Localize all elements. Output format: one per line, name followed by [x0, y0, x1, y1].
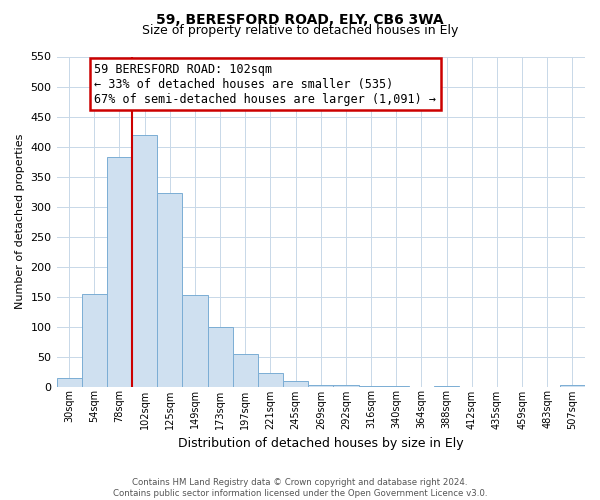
Bar [258, 374, 283, 386]
Text: 59, BERESFORD ROAD, ELY, CB6 3WA: 59, BERESFORD ROAD, ELY, CB6 3WA [156, 12, 444, 26]
Text: Contains HM Land Registry data © Crown copyright and database right 2024.
Contai: Contains HM Land Registry data © Crown c… [113, 478, 487, 498]
Text: Size of property relative to detached houses in Ely: Size of property relative to detached ho… [142, 24, 458, 37]
Bar [157, 192, 182, 386]
Bar [308, 384, 334, 386]
Y-axis label: Number of detached properties: Number of detached properties [15, 134, 25, 309]
X-axis label: Distribution of detached houses by size in Ely: Distribution of detached houses by size … [178, 437, 464, 450]
Bar [233, 354, 258, 386]
Bar [283, 380, 308, 386]
Bar [82, 294, 107, 386]
Bar [56, 378, 82, 386]
Bar [208, 326, 233, 386]
Bar [182, 296, 208, 386]
Bar [107, 156, 132, 386]
Text: 59 BERESFORD ROAD: 102sqm
← 33% of detached houses are smaller (535)
67% of semi: 59 BERESFORD ROAD: 102sqm ← 33% of detac… [94, 62, 436, 106]
Bar [132, 134, 157, 386]
